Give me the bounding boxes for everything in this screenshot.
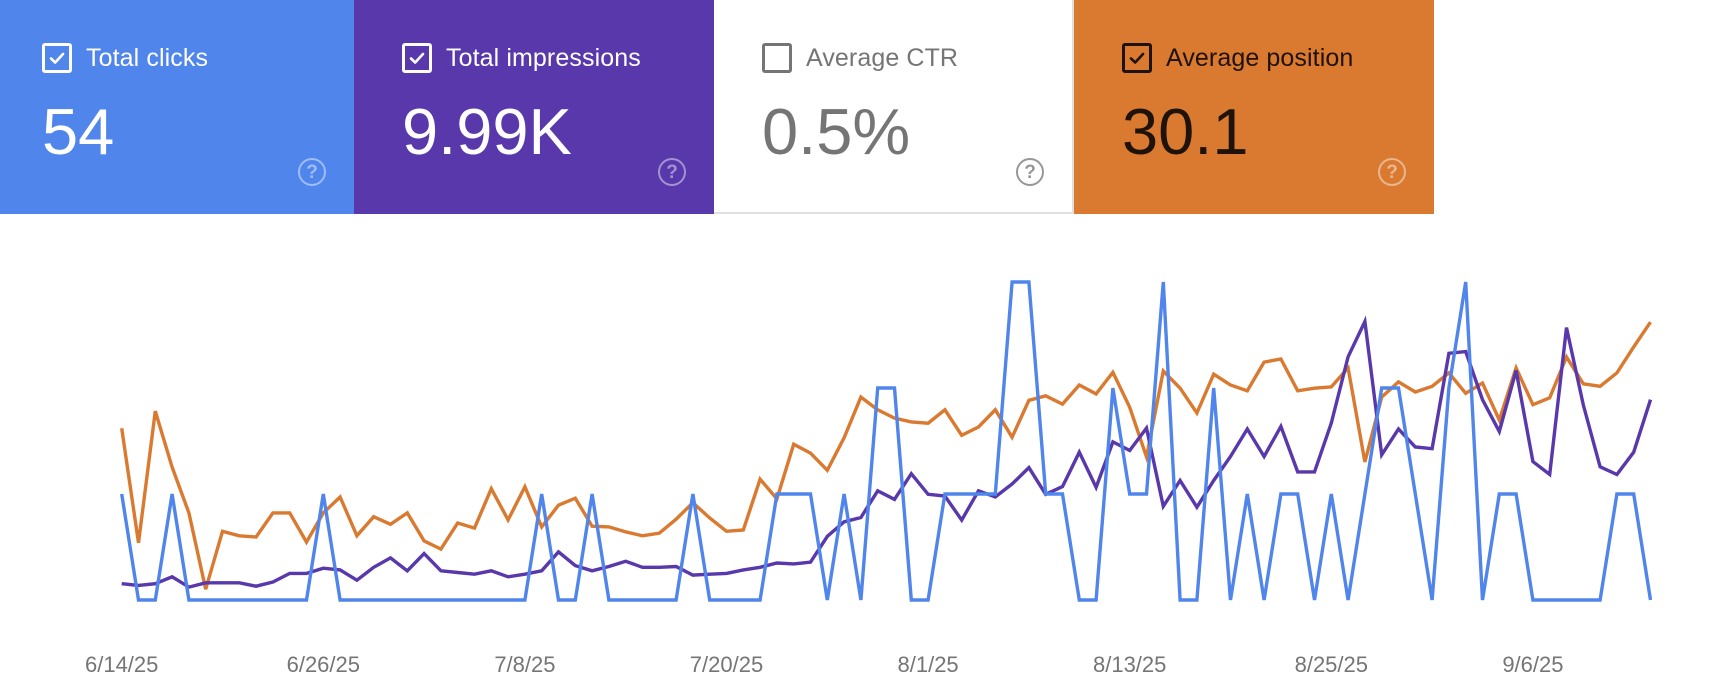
help-circle-icon[interactable]: ? <box>298 158 326 186</box>
help-circle-icon[interactable]: ? <box>658 158 686 186</box>
series-layer <box>120 280 1653 602</box>
metric-card-average-position[interactable]: Average position 30.1 ? <box>1074 0 1434 214</box>
metric-header: Average CTR <box>762 43 958 73</box>
x-axis-ticks: 6/14/25 6/26/25 7/8/25 7/20/25 8/1/25 8/… <box>85 652 1563 677</box>
series-line-total-impressions <box>121 315 1653 589</box>
metric-label: Average position <box>1166 43 1354 72</box>
x-tick-label: 8/13/25 <box>1093 652 1166 677</box>
metric-label: Total clicks <box>86 43 209 72</box>
metric-label: Average CTR <box>806 43 959 72</box>
x-tick-label: 8/1/25 <box>898 652 959 677</box>
checkbox-unchecked-icon[interactable] <box>762 43 792 73</box>
x-tick-label: 7/8/25 <box>494 652 555 677</box>
metric-value: 54 <box>42 95 115 168</box>
metric-label: Total impressions <box>446 43 641 72</box>
metric-header: Total impressions <box>402 43 641 73</box>
help-circle-icon[interactable]: ? <box>1016 158 1044 186</box>
metric-header: Average position <box>1122 43 1353 73</box>
metric-header: Total clicks <box>42 43 208 73</box>
series-line-total-clicks <box>120 280 1653 602</box>
x-tick-label: 6/26/25 <box>287 652 360 677</box>
checkbox-checked-icon[interactable] <box>42 43 72 73</box>
x-tick-label: 9/6/25 <box>1502 652 1563 677</box>
metric-card-average-ctr[interactable]: Average CTR 0.5% ? <box>714 0 1074 214</box>
metric-card-total-impressions[interactable]: Total impressions 9.99K ? <box>354 0 714 214</box>
metric-value: 9.99K <box>402 95 572 168</box>
checkbox-checked-icon[interactable] <box>402 43 432 73</box>
x-tick-label: 8/25/25 <box>1295 652 1368 677</box>
metric-cards: Total clicks 54 ? Total impressions 9.99… <box>0 0 1434 214</box>
x-tick-label: 7/20/25 <box>690 652 763 677</box>
metric-value: 0.5% <box>762 95 911 168</box>
checkbox-checked-icon[interactable] <box>1122 43 1152 73</box>
metric-value: 30.1 <box>1122 95 1249 168</box>
performance-line-chart: 6/14/25 6/26/25 7/8/25 7/20/25 8/1/25 8/… <box>85 280 1653 677</box>
metric-card-total-clicks[interactable]: Total clicks 54 ? <box>0 0 354 214</box>
x-tick-label: 6/14/25 <box>85 652 158 677</box>
help-circle-icon[interactable]: ? <box>1378 158 1406 186</box>
series-line-average-position <box>120 321 1652 590</box>
